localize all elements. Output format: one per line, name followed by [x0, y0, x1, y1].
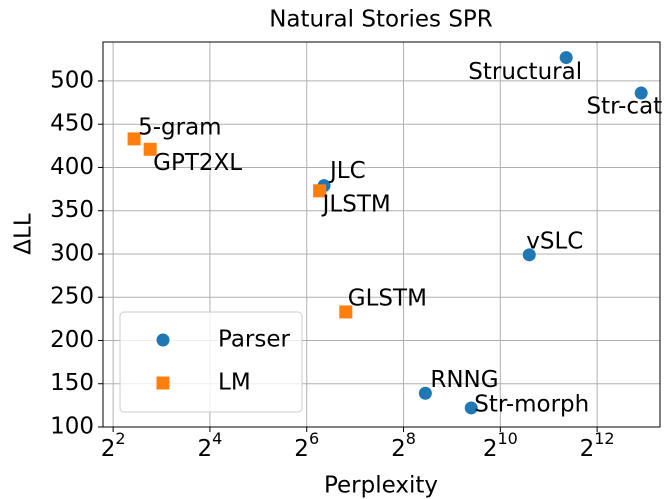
point-label: 5-gram: [138, 114, 222, 140]
point: [313, 184, 327, 198]
point-label: GLSTM: [348, 285, 427, 311]
y-tick-label: 200: [50, 327, 94, 353]
x-axis-label: Perplexity: [324, 473, 438, 499]
point: [418, 386, 432, 400]
point: [127, 132, 141, 146]
y-tick-label: 350: [50, 197, 94, 223]
point-label: Structural: [468, 59, 582, 85]
x-tick-label: 212: [580, 429, 615, 462]
y-tick-label: 500: [50, 67, 94, 93]
point: [464, 401, 478, 415]
point-label: JLC: [328, 158, 366, 184]
legend-marker: [156, 333, 170, 347]
point-label: JLSTM: [321, 191, 391, 217]
point: [339, 305, 353, 319]
point: [143, 142, 157, 156]
legend-label: LM: [218, 370, 251, 396]
y-tick-label: 300: [50, 240, 94, 266]
y-tick-label: 250: [50, 284, 94, 310]
point: [559, 51, 573, 65]
y-tick-label: 100: [50, 414, 94, 440]
y-tick-label: 450: [50, 111, 94, 137]
chart-title: Natural Stories SPR: [269, 7, 493, 33]
legend-label: Parser: [218, 327, 291, 353]
point-label: vSLC: [526, 228, 583, 254]
point: [522, 248, 536, 262]
point-label: Str-cat: [587, 94, 663, 120]
point-label: Str-morph: [474, 391, 589, 417]
x-tick-label: 26: [294, 429, 319, 462]
x-tick-label: 24: [198, 429, 223, 462]
point: [634, 86, 648, 100]
x-tick-label: 210: [483, 429, 518, 462]
y-tick-label: 150: [50, 370, 94, 396]
plot-frame: [102, 41, 661, 428]
point-label: GPT2XL: [153, 150, 242, 176]
x-tick-label: 28: [391, 429, 416, 462]
y-tick-label: 400: [50, 154, 94, 180]
x-tick-label: 22: [101, 429, 126, 462]
point-label: RNNG: [430, 367, 498, 393]
y-axis-label: ΔLL: [11, 213, 37, 255]
legend-marker: [156, 376, 170, 390]
